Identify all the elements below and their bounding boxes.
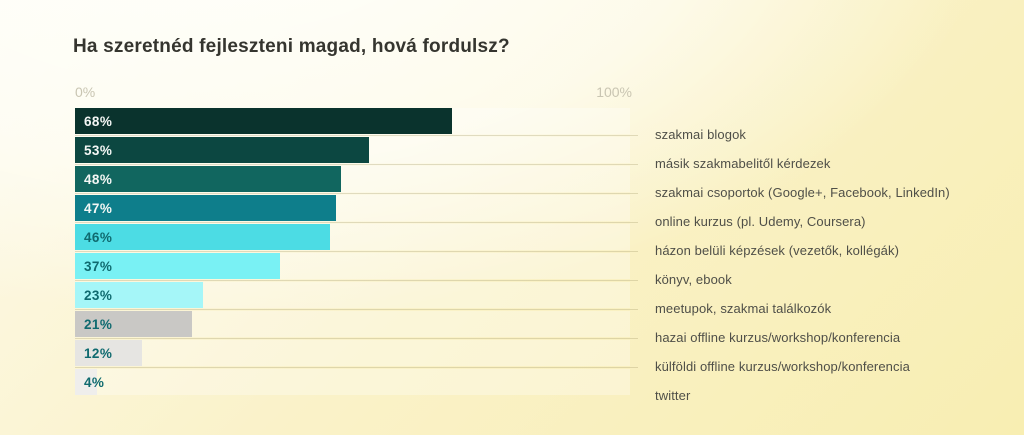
bar-value-label: 12%: [84, 345, 113, 361]
bar: 68%: [75, 108, 453, 134]
category-label: másik szakmabelitől kérdezek: [655, 156, 831, 171]
chart-row: 23%: [75, 282, 638, 311]
bar-value-label: 46%: [84, 229, 113, 245]
bar: 12%: [75, 340, 142, 366]
bar-value-label: 4%: [84, 374, 105, 390]
chart-row: 53%: [75, 137, 638, 166]
chart-row: 4%: [75, 369, 630, 398]
axis-label-max: 100%: [596, 84, 632, 100]
bar: 23%: [75, 282, 203, 308]
bar-value-label: 21%: [84, 316, 113, 332]
category-label: szakmai csoportok (Google+, Facebook, Li…: [655, 185, 950, 200]
chart-row: 47%: [75, 195, 638, 224]
page-title: Ha szeretnéd fejleszteni magad, hová for…: [73, 36, 510, 57]
bar-value-label: 48%: [84, 171, 113, 187]
bar-value-label: 47%: [84, 200, 113, 216]
category-label: online kurzus (pl. Udemy, Coursera): [655, 214, 866, 229]
chart-row: 21%: [75, 311, 638, 340]
category-label: házon belüli képzések (vezetők, kollégák…: [655, 243, 900, 258]
chart-row: 12%: [75, 340, 638, 369]
bar: 48%: [75, 166, 342, 192]
bar: 4%: [75, 369, 104, 395]
category-label: twitter: [655, 388, 691, 403]
bar-chart: 68% 53% 48% 47% 46% 37% 23% 21% 12% 4%: [75, 108, 638, 398]
bar: 37%: [75, 253, 281, 279]
category-label: könyv, ebook: [655, 272, 732, 287]
category-label: hazai offline kurzus/workshop/konferenci…: [655, 330, 901, 345]
bar: 21%: [75, 311, 192, 337]
category-labels: szakmai blogok másik szakmabelitől kérdez…: [655, 120, 1020, 410]
category-label: külföldi offline kurzus/workshop/konfere…: [655, 359, 910, 374]
bar-value-label: 68%: [84, 113, 113, 129]
bar-value-label: 23%: [84, 287, 113, 303]
bar-value-label: 37%: [84, 258, 113, 274]
chart-row: 68%: [75, 108, 638, 137]
category-label: szakmai blogok: [655, 127, 746, 142]
chart-row: 48%: [75, 166, 638, 195]
bar: 53%: [75, 137, 370, 163]
axis-label-min: 0%: [75, 84, 96, 100]
bar-value-label: 53%: [84, 142, 113, 158]
bar: 47%: [75, 195, 336, 221]
chart-row: 46%: [75, 224, 638, 253]
bar: 46%: [75, 224, 331, 250]
chart-row: 37%: [75, 253, 638, 282]
category-label: meetupok, szakmai találkozók: [655, 301, 832, 316]
